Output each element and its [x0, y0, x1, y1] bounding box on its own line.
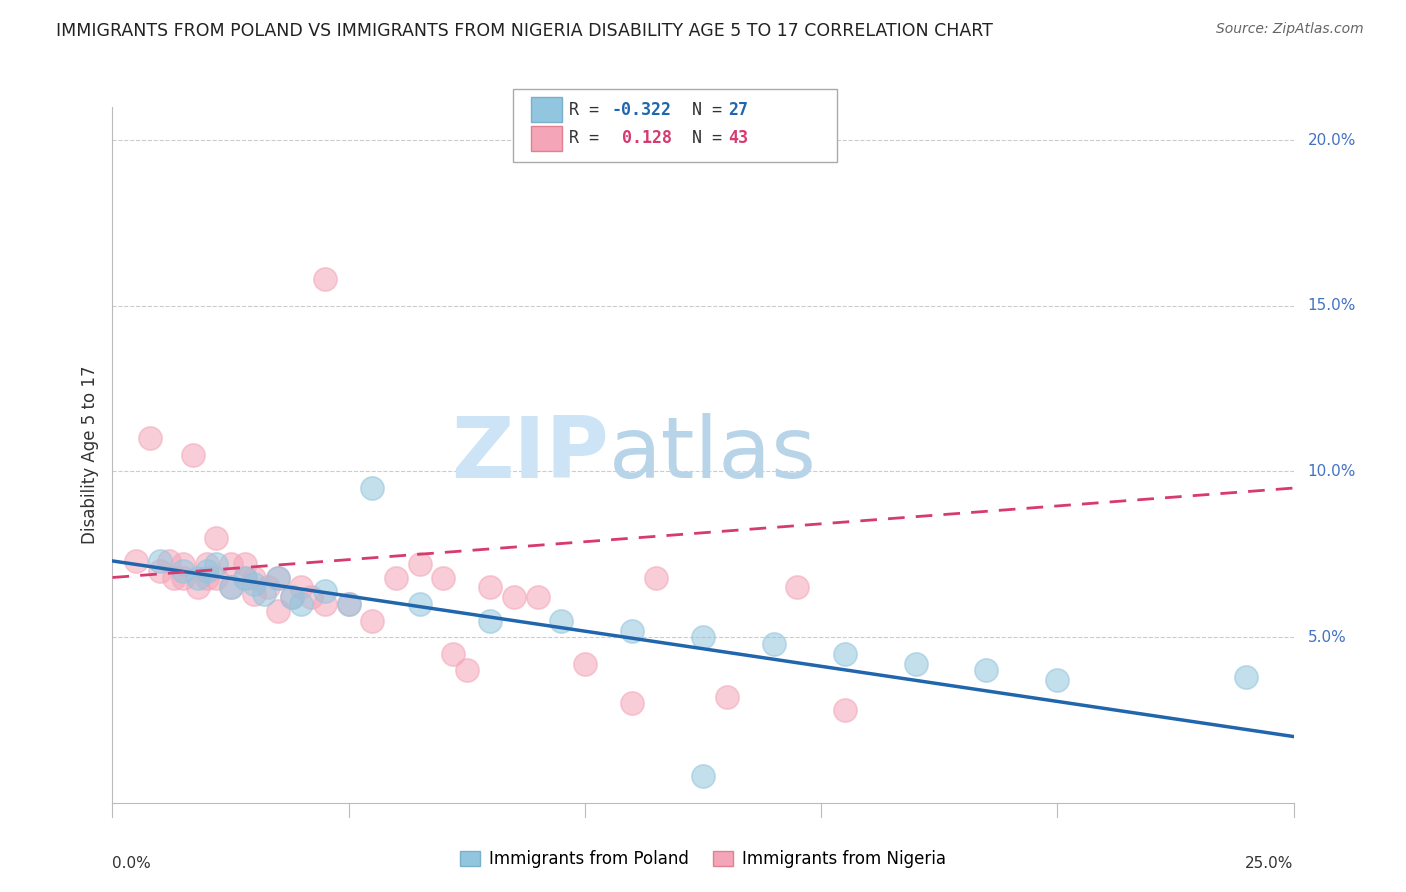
Text: N =: N =: [672, 129, 733, 147]
Point: [233, 558, 256, 572]
Point: [644, 570, 666, 584]
Point: [219, 558, 242, 572]
Point: [157, 554, 180, 568]
Point: [762, 637, 785, 651]
Point: [281, 591, 304, 605]
Point: [253, 587, 276, 601]
Point: [163, 570, 186, 584]
Legend: Immigrants from Poland, Immigrants from Nigeria: Immigrants from Poland, Immigrants from …: [454, 843, 952, 874]
Point: [257, 581, 280, 595]
Point: [314, 272, 336, 286]
Point: [314, 583, 336, 598]
Point: [716, 690, 738, 704]
Point: [976, 663, 998, 677]
Point: [195, 558, 218, 572]
Point: [172, 558, 194, 572]
Point: [385, 570, 408, 584]
Text: N =: N =: [672, 101, 733, 119]
Text: IMMIGRANTS FROM POLAND VS IMMIGRANTS FROM NIGERIA DISABILITY AGE 5 TO 17 CORRELA: IMMIGRANTS FROM POLAND VS IMMIGRANTS FRO…: [56, 22, 993, 40]
Point: [243, 577, 266, 591]
Point: [195, 570, 218, 584]
Point: [267, 570, 290, 584]
Text: 43: 43: [728, 129, 748, 147]
Point: [219, 581, 242, 595]
Point: [441, 647, 464, 661]
Point: [125, 554, 148, 568]
Point: [290, 597, 312, 611]
Point: [337, 597, 360, 611]
Point: [299, 591, 322, 605]
Point: [432, 570, 454, 584]
Point: [233, 570, 256, 584]
Text: Source: ZipAtlas.com: Source: ZipAtlas.com: [1216, 22, 1364, 37]
Point: [1046, 673, 1069, 688]
Point: [526, 591, 548, 605]
Point: [904, 657, 927, 671]
Text: 5.0%: 5.0%: [1308, 630, 1347, 645]
Point: [550, 614, 572, 628]
Point: [149, 564, 172, 578]
Point: [834, 703, 856, 717]
Point: [361, 481, 384, 495]
Text: 27: 27: [728, 101, 748, 119]
Point: [290, 581, 312, 595]
Point: [408, 597, 430, 611]
Point: [621, 697, 644, 711]
Point: [172, 564, 194, 578]
Point: [314, 597, 336, 611]
Text: 10.0%: 10.0%: [1308, 464, 1355, 479]
Text: 0.128: 0.128: [612, 129, 672, 147]
Point: [337, 597, 360, 611]
Text: 15.0%: 15.0%: [1308, 298, 1355, 313]
Point: [361, 614, 384, 628]
Point: [267, 604, 290, 618]
Point: [503, 591, 526, 605]
Text: 20.0%: 20.0%: [1308, 133, 1355, 148]
Point: [139, 431, 162, 445]
Point: [243, 570, 266, 584]
Point: [186, 581, 208, 595]
Point: [1234, 670, 1257, 684]
Text: R =: R =: [569, 129, 609, 147]
Point: [281, 591, 304, 605]
Point: [786, 581, 808, 595]
Point: [219, 581, 242, 595]
Point: [834, 647, 856, 661]
Point: [195, 564, 218, 578]
Point: [574, 657, 596, 671]
Point: [479, 614, 502, 628]
Point: [621, 624, 644, 638]
Point: [181, 448, 204, 462]
Point: [172, 570, 194, 584]
Text: 0.0%: 0.0%: [112, 855, 152, 871]
Point: [408, 558, 430, 572]
Point: [692, 769, 714, 783]
Point: [186, 570, 208, 584]
Text: ZIP: ZIP: [451, 413, 609, 497]
Text: atlas: atlas: [609, 413, 817, 497]
Point: [205, 531, 228, 545]
Point: [205, 570, 228, 584]
Point: [205, 558, 228, 572]
Point: [267, 570, 290, 584]
Text: 25.0%: 25.0%: [1246, 855, 1294, 871]
Point: [456, 663, 478, 677]
Point: [233, 570, 256, 584]
Point: [479, 581, 502, 595]
Text: R =: R =: [569, 101, 609, 119]
Point: [243, 587, 266, 601]
Text: -0.322: -0.322: [612, 101, 672, 119]
Point: [149, 554, 172, 568]
Y-axis label: Disability Age 5 to 17: Disability Age 5 to 17: [80, 366, 98, 544]
Point: [692, 630, 714, 644]
